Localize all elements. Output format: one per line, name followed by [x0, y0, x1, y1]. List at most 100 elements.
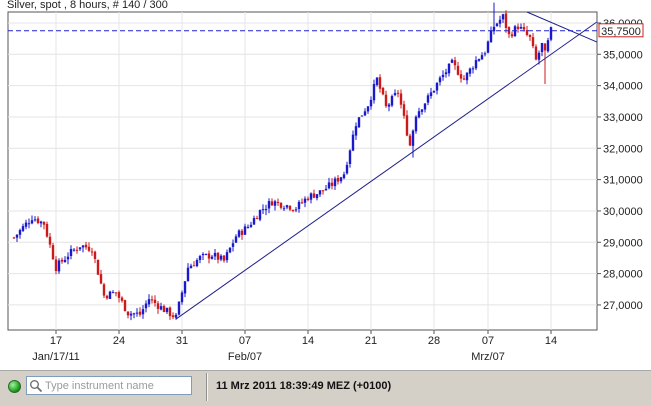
- candle-body: [153, 299, 157, 304]
- candle-body: [489, 30, 493, 43]
- candle-body: [165, 307, 169, 313]
- candle-body: [339, 177, 343, 182]
- candle-body: [12, 237, 16, 239]
- candle-body: [306, 198, 310, 201]
- candle-body: [180, 292, 184, 303]
- candle-body: [279, 202, 283, 208]
- candle-body: [342, 174, 346, 179]
- candle-body: [501, 14, 505, 20]
- candle-body: [336, 178, 340, 182]
- candle-body: [297, 201, 301, 210]
- candle-body: [468, 68, 472, 74]
- x-tick-label: 21: [365, 335, 377, 347]
- status-divider: [206, 373, 208, 401]
- candle-body: [423, 103, 427, 110]
- candle-body: [519, 27, 523, 29]
- candle-body: [450, 59, 454, 63]
- candle-body: [72, 249, 76, 251]
- candles: [12, 2, 553, 321]
- candle-body: [387, 104, 391, 107]
- candle-body: [21, 226, 25, 231]
- candle-body: [144, 303, 148, 309]
- y-tick-label: 27,0000: [603, 300, 643, 312]
- candle-body: [276, 201, 280, 203]
- candle-body: [537, 52, 541, 60]
- candle-body: [366, 106, 370, 112]
- candle-body: [186, 267, 190, 282]
- candle-body: [42, 221, 46, 225]
- candle-body: [324, 188, 328, 191]
- candle-body: [378, 77, 382, 89]
- trendline[interactable]: [526, 11, 598, 43]
- candle-body: [123, 300, 127, 312]
- candle-body: [402, 104, 406, 116]
- candle-body: [348, 150, 352, 165]
- x-tick-label: 17: [50, 335, 62, 347]
- candle-body: [156, 303, 160, 309]
- candle-body: [420, 109, 424, 112]
- search-input[interactable]: [45, 377, 187, 394]
- candle-body: [525, 30, 529, 35]
- candle-body: [90, 251, 94, 253]
- candle-body: [96, 259, 100, 275]
- candle-body: [162, 306, 166, 313]
- candle-body: [528, 34, 532, 37]
- candle-body: [111, 292, 115, 294]
- y-tick-label: 35,0000: [603, 49, 643, 61]
- candle-body: [369, 99, 373, 107]
- candle-body: [504, 13, 508, 28]
- candle-body: [300, 202, 304, 204]
- candle-body: [117, 292, 121, 298]
- candle-body: [393, 93, 397, 96]
- candle-body: [303, 198, 307, 203]
- candle-body: [357, 117, 361, 128]
- candle-body: [543, 43, 547, 51]
- candle-body: [177, 301, 181, 315]
- axes: 27,0000 28,0000 29,0000 30,0000 31,0000 32,00…: [32, 18, 644, 363]
- connection-status-icon[interactable]: [8, 380, 21, 393]
- candle-body: [237, 230, 241, 237]
- x-date-label: Mrz/07: [471, 351, 505, 363]
- candle-body: [426, 95, 430, 103]
- search-icon: [30, 380, 43, 393]
- candle-body: [456, 65, 460, 75]
- candle-body: [288, 205, 292, 210]
- candle-body: [252, 218, 256, 225]
- candle-body: [381, 87, 385, 95]
- candle-body: [225, 252, 229, 261]
- candle-body: [429, 92, 433, 97]
- candle-body: [87, 246, 91, 251]
- candle-body: [444, 72, 448, 75]
- candle-body: [48, 236, 52, 245]
- status-bar: 11 Mrz 2011 18:39:49 MEZ (+0100): [0, 370, 651, 406]
- candle-body: [105, 295, 109, 299]
- candle-body: [174, 314, 178, 318]
- candle-body: [15, 234, 19, 238]
- candle-body: [540, 42, 544, 53]
- y-tick-label: 30,0000: [603, 206, 643, 218]
- candle-body: [498, 19, 502, 24]
- candle-body: [309, 193, 313, 200]
- candle-body: [333, 178, 337, 187]
- price-chart[interactable]: 27,0000 28,0000 29,0000 30,0000 31,0000 32,00…: [0, 0, 651, 370]
- trendline[interactable]: [175, 21, 598, 320]
- current-price-tag: [598, 23, 644, 38]
- candle-body: [93, 251, 97, 259]
- candle-body: [159, 306, 163, 310]
- candle-body: [66, 256, 70, 260]
- candle-body: [441, 74, 445, 78]
- x-tick-label: 31: [176, 335, 188, 347]
- candle-body: [510, 34, 514, 37]
- candle-body: [54, 259, 58, 272]
- candle-body: [129, 313, 133, 316]
- candle-body: [477, 59, 481, 61]
- candle-body: [375, 77, 379, 85]
- candle-body: [396, 92, 400, 94]
- instrument-search-box[interactable]: [26, 376, 192, 395]
- candle-body: [27, 223, 31, 225]
- status-datetime: 11 Mrz 2011 18:39:49 MEZ (+0100): [216, 380, 392, 392]
- candle-body: [522, 27, 526, 30]
- candle-body: [399, 93, 403, 105]
- candle-body: [462, 78, 466, 80]
- candle-body: [141, 309, 145, 315]
